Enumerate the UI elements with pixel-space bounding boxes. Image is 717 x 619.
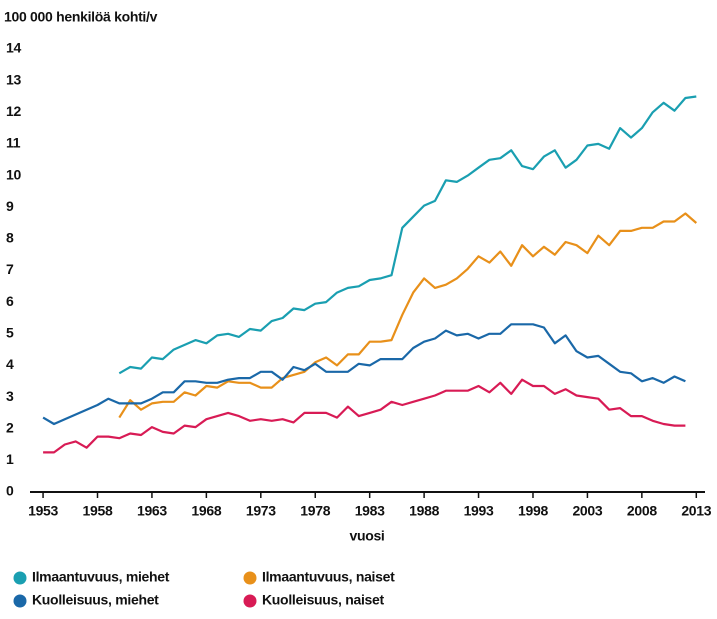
x-tick-label: 2003 [572, 503, 602, 519]
y-tick-label: 4 [6, 356, 14, 372]
y-tick-label: 3 [6, 388, 14, 404]
x-tick-label: 1988 [409, 503, 439, 519]
y-tick-label: 0 [6, 483, 14, 499]
y-tick-label: 8 [6, 230, 14, 246]
legend-marker [243, 594, 257, 608]
line-series [118, 212, 698, 419]
x-tick-label: 1958 [83, 503, 113, 519]
legend-label: Kuolleisuus, miehet [32, 592, 159, 608]
y-tick-label: 13 [6, 71, 21, 87]
line-series [118, 95, 697, 375]
y-tick-label: 12 [6, 103, 21, 119]
x-tick-label: 1978 [300, 503, 330, 519]
x-tick-label: 1998 [518, 503, 548, 519]
chart-title: 100 000 henkilöä kohti/v [4, 9, 158, 25]
legend-marker [243, 571, 257, 585]
y-tick-label: 10 [6, 166, 21, 182]
y-tick-label: 6 [6, 293, 14, 309]
line-series [43, 378, 686, 454]
y-tick-label: 14 [6, 40, 21, 56]
y-tick-label: 9 [6, 198, 14, 214]
legend-label: Ilmaantuvuus, naiset [262, 569, 395, 585]
y-tick-label: 11 [6, 135, 21, 151]
legend-label: Ilmaantuvuus, miehet [32, 569, 170, 585]
legend-marker [13, 594, 27, 608]
x-tick-label: 1963 [137, 503, 167, 519]
legend-marker [13, 571, 27, 585]
line-series [42, 323, 686, 426]
x-tick-label: 1968 [191, 503, 221, 519]
y-tick-label: 5 [6, 324, 14, 340]
y-tick-label: 1 [6, 451, 14, 467]
y-tick-label: 2 [6, 419, 14, 435]
x-tick-label: 2008 [627, 503, 657, 519]
x-tick-label: 1953 [28, 503, 58, 519]
x-tick-label: 1993 [464, 503, 494, 519]
x-tick-label: 1973 [246, 503, 276, 519]
x-tick-label: 1983 [355, 503, 385, 519]
y-tick-label: 7 [6, 261, 14, 277]
legend-label: Kuolleisuus, naiset [262, 592, 385, 608]
x-tick-label: 2013 [681, 503, 711, 519]
x-axis-label: vuosi [349, 528, 384, 544]
